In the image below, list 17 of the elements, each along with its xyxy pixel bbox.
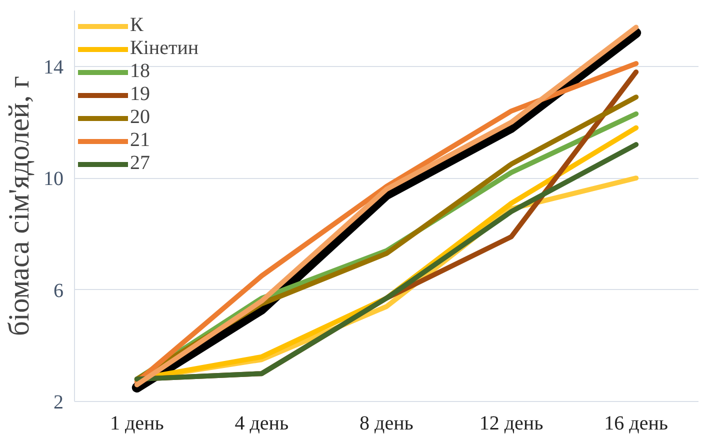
x-tick-label: 12 день	[479, 412, 544, 434]
y-tick-label: 14	[44, 56, 64, 78]
y-axis-title: біомаса сім'ядолей, г	[4, 76, 36, 336]
y-tick-label: 6	[54, 280, 64, 302]
legend-label: Кінетин	[130, 37, 199, 60]
legend-label: К	[130, 14, 144, 37]
y-tick-label: 10	[44, 168, 64, 190]
legend-label: 27	[130, 152, 150, 175]
x-tick-label: 4 день	[234, 412, 289, 434]
legend-label: 20	[130, 106, 150, 129]
legend-label: 19	[130, 83, 150, 106]
legend-label: 18	[130, 60, 150, 83]
y-tick-label: 2	[54, 392, 64, 414]
x-tick-label: 16 день	[604, 412, 668, 434]
x-tick-label: 8 день	[360, 412, 414, 434]
legend-label: 21	[130, 129, 150, 152]
x-tick-label: 1 день	[110, 412, 164, 434]
